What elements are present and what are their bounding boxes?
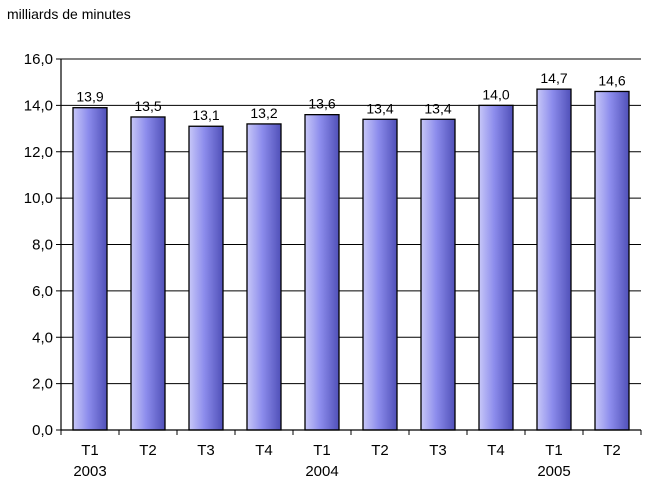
data-label: 13,5 [134, 98, 161, 114]
labels: 0,0 2,0 4,0 6,0 8,0 10,0 12,0 14,0 16,0 13,9 T1 200… [24, 51, 626, 480]
bar [362, 118, 398, 431]
x-year-label: 2005 [537, 463, 570, 480]
bar [304, 114, 340, 431]
x-year-label: 2003 [73, 463, 106, 480]
x-tick-label: T4 [255, 442, 273, 459]
data-label: 13,4 [424, 100, 451, 116]
data-label: 13,9 [76, 89, 103, 105]
data-label: 13,6 [308, 96, 335, 112]
y-tick-label: 4,0 [32, 329, 53, 346]
y-tick-label: 10,0 [24, 190, 53, 207]
data-label: 14,6 [598, 72, 625, 88]
y-tick-label: 16,0 [24, 51, 53, 68]
data-label: 13,1 [192, 107, 219, 123]
x-year-label: 2004 [305, 463, 338, 480]
bar [246, 123, 282, 431]
x-tick-label: T2 [139, 442, 157, 459]
y-tick-label: 2,0 [32, 376, 53, 393]
x-tick-label: T1 [81, 442, 99, 459]
axes [56, 58, 642, 435]
data-label: 13,2 [250, 105, 277, 121]
y-tick-label: 14,0 [24, 97, 53, 114]
y-tick-label: 6,0 [32, 283, 53, 300]
bar [478, 104, 514, 431]
data-label: 14,0 [482, 86, 509, 102]
bar [536, 88, 572, 431]
data-label: 13,4 [366, 100, 393, 116]
y-tick-label: 8,0 [32, 237, 53, 254]
bar [594, 90, 630, 431]
x-tick-label: T1 [545, 442, 563, 459]
y-unit-label: milliards de minutes [7, 6, 131, 22]
bar [72, 107, 108, 431]
x-tick-label: T3 [197, 442, 215, 459]
data-label: 14,7 [540, 70, 567, 86]
x-tick-label: T1 [313, 442, 331, 459]
x-tick-label: T2 [603, 442, 621, 459]
x-tick-label: T4 [487, 442, 505, 459]
bars [72, 88, 630, 431]
y-tick-label: 0,0 [32, 422, 53, 439]
x-tick-label: T3 [429, 442, 447, 459]
bar [130, 116, 166, 431]
bar [188, 125, 224, 431]
y-tick-label: 12,0 [24, 144, 53, 161]
x-tick-label: T2 [371, 442, 389, 459]
bar [420, 118, 456, 431]
